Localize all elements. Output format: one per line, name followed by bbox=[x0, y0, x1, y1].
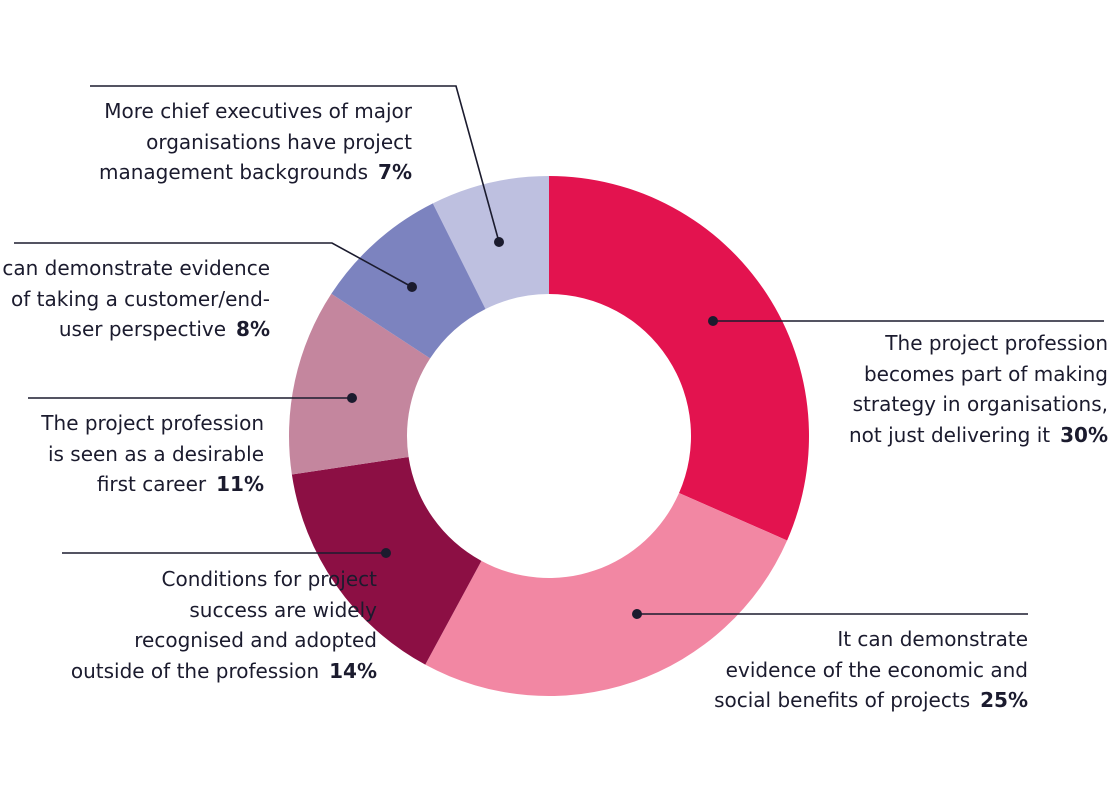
slice-label-text: Conditions for project bbox=[161, 567, 378, 591]
leader-dot-3 bbox=[381, 548, 391, 558]
leader-dot-4 bbox=[347, 393, 357, 403]
slice-label-text: social benefits of projects bbox=[714, 688, 971, 712]
donut-slice-5 bbox=[331, 203, 486, 359]
slice-value-label: 30% bbox=[1060, 422, 1108, 447]
slice-value-label: 7% bbox=[378, 160, 412, 184]
leader-line-5 bbox=[14, 242, 413, 288]
slice-label-line: not just delivering it 30% bbox=[849, 420, 1108, 451]
slice-label-text: More chief executives of major bbox=[104, 99, 412, 123]
slice-label-1: The project profession becomes part of ma… bbox=[849, 328, 1108, 450]
slice-value-label: 8% bbox=[236, 317, 270, 341]
slice-label-line: organisations have project bbox=[99, 127, 412, 158]
slice-label-text: organisations have project bbox=[146, 129, 412, 154]
leader-line-6 bbox=[90, 85, 500, 243]
slice-label-text: evidence of the economic and bbox=[725, 657, 1028, 682]
slice-label-text: not just delivering it bbox=[849, 422, 1051, 447]
leader-dot-5 bbox=[407, 282, 417, 292]
slice-label-line: outside of the profession 14% bbox=[71, 656, 377, 687]
slice-label-text: management backgrounds bbox=[98, 160, 369, 184]
slice-label-text: The project profession bbox=[41, 411, 264, 435]
slice-label-4: The project profession is seen as a desir… bbox=[41, 408, 264, 500]
slice-label-text: becomes part of making bbox=[863, 361, 1108, 386]
slice-label-text: is seen as a desirable bbox=[47, 441, 264, 466]
donut-slice-6 bbox=[432, 176, 549, 309]
slice-label-line: Conditions for project bbox=[71, 564, 378, 595]
slice-label-text: of taking a customer/end- bbox=[10, 286, 270, 311]
donut-slice-1 bbox=[549, 176, 809, 541]
slice-label-2: It can demonstrate evidence of the econom… bbox=[714, 624, 1028, 716]
donut-slice-4 bbox=[289, 293, 431, 475]
slice-label-line: recognised and adopted bbox=[71, 625, 377, 656]
slice-label-line: social benefits of projects 25% bbox=[714, 685, 1028, 716]
slice-label-3: Conditions for project success are widely… bbox=[71, 564, 377, 686]
slice-label-line: The project profession bbox=[849, 328, 1108, 359]
slice-label-text: The project profession bbox=[885, 331, 1108, 355]
slice-label-line: of taking a customer/end- bbox=[0, 284, 270, 315]
slice-label-line: management backgrounds 7% bbox=[99, 157, 412, 188]
slice-label-text: recognised and adopted bbox=[134, 628, 377, 652]
leader-dot-2 bbox=[632, 609, 642, 619]
slice-label-text: outside of the profession bbox=[70, 658, 320, 683]
slice-label-line: The project profession bbox=[41, 408, 264, 439]
leader-dot-1 bbox=[708, 316, 718, 326]
slice-label-text: first career bbox=[96, 472, 207, 496]
slice-label-text: It can demonstrate evidence bbox=[0, 256, 270, 280]
slice-label-line: becomes part of making bbox=[849, 359, 1108, 390]
slice-label-text: success are widely bbox=[189, 597, 377, 622]
donut-slice-3 bbox=[291, 457, 482, 665]
donut-slice-2 bbox=[425, 493, 788, 697]
slice-label-line: success are widely bbox=[71, 595, 377, 626]
slice-label-text: It can demonstrate bbox=[837, 627, 1028, 651]
slice-label-line: user perspective 8% bbox=[0, 314, 270, 345]
slice-label-line: It can demonstrate bbox=[714, 624, 1028, 655]
slice-label-6: More chief executives of major organisati… bbox=[99, 96, 412, 188]
slice-label-text: user perspective bbox=[58, 317, 227, 341]
slice-label-line: evidence of the economic and bbox=[714, 655, 1028, 686]
slice-label-text: strategy in organisations, bbox=[852, 392, 1108, 416]
slice-value-label: 11% bbox=[216, 472, 264, 496]
slice-label-line: strategy in organisations, bbox=[849, 389, 1108, 420]
slice-value-label: 25% bbox=[980, 688, 1028, 712]
slice-label-5: It can demonstrate evidence of taking a c… bbox=[0, 253, 270, 345]
slice-label-line: first career 11% bbox=[41, 469, 264, 500]
slice-label-line: is seen as a desirable bbox=[41, 439, 264, 470]
slice-label-line: More chief executives of major bbox=[99, 96, 412, 127]
leader-dot-6 bbox=[494, 237, 504, 247]
slice-value-label: 14% bbox=[329, 658, 377, 683]
slice-label-line: It can demonstrate evidence bbox=[0, 253, 270, 284]
